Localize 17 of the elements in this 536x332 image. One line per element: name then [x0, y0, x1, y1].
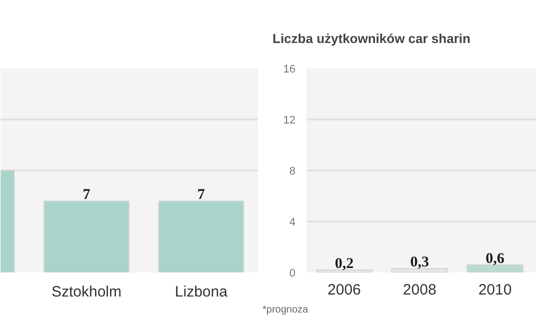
y-tick-label: 12 [283, 114, 296, 126]
y-tick-label: 8 [289, 166, 296, 178]
x-tick-label: 2008 [402, 282, 436, 298]
x-tick-label: 2010 [478, 282, 512, 298]
data-label: 7 [197, 187, 206, 204]
text: *prognoza [262, 304, 309, 316]
data-label: 7 [82, 187, 91, 204]
data-label: 0,6 [486, 250, 505, 267]
x-tick-label: 2006 [328, 282, 361, 298]
x-tick-label: Lizbona [174, 284, 228, 300]
y-tick-label: 16 [283, 64, 296, 76]
y-tick-label: 0 [289, 268, 296, 280]
y-tick-label: 4 [289, 216, 296, 228]
data-label: 0,2 [334, 256, 354, 272]
chart-title: Liczba użytkowników car sharin [272, 31, 470, 46]
x-tick-label: Sztokholm [51, 284, 122, 300]
data-label: 0,3 [410, 254, 429, 271]
